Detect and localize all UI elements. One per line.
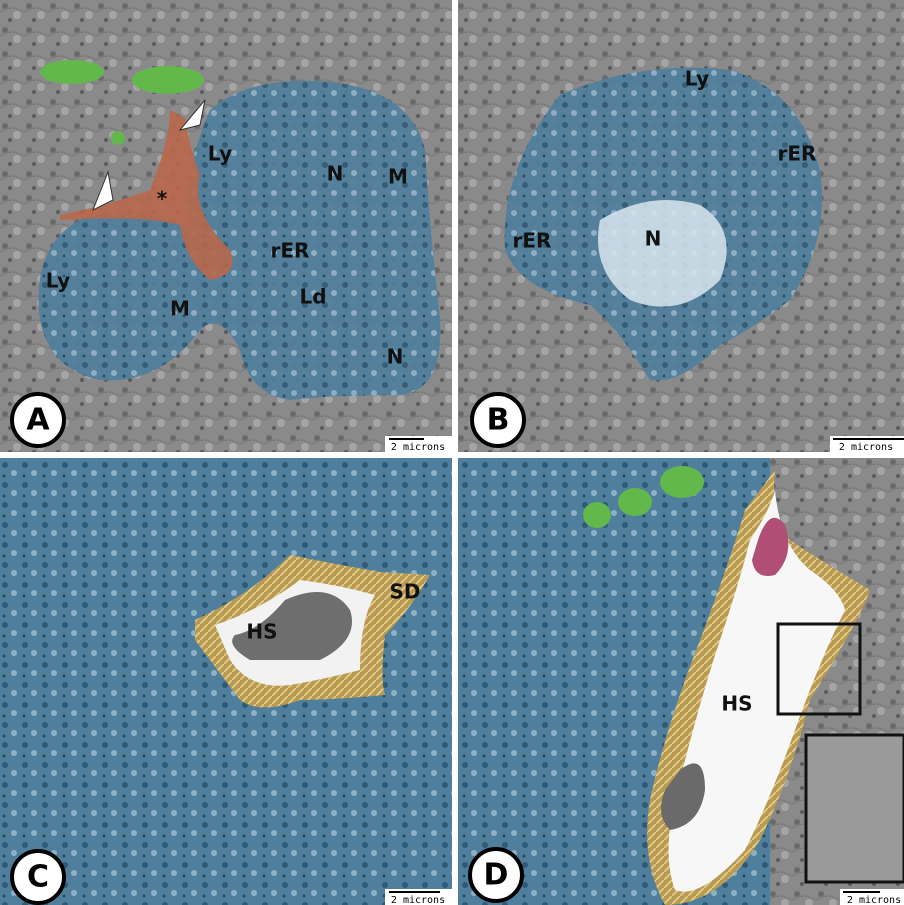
label: M: [170, 297, 190, 321]
label: HS: [246, 620, 277, 644]
label: *: [157, 187, 168, 211]
label: rER: [513, 229, 552, 253]
cell-green: [618, 488, 652, 516]
label: Ly: [208, 142, 232, 166]
label: N: [387, 345, 404, 369]
cell-green: [40, 60, 104, 84]
scale-text: 2 microns: [847, 895, 901, 905]
panel-letter: B: [487, 403, 510, 438]
figure: Ly N M * rER Ly M Ld N A 2 microns Ly rE…: [0, 0, 904, 905]
cell-green: [660, 466, 704, 498]
label: Ly: [46, 269, 70, 293]
scale-text: 2 microns: [839, 442, 893, 453]
label: N: [327, 162, 344, 186]
panel-a: Ly N M * rER Ly M Ld N A 2 microns: [0, 0, 452, 453]
cell-green: [111, 131, 125, 145]
label: Ly: [685, 67, 709, 91]
panel-letter: C: [27, 860, 49, 895]
label: rER: [271, 239, 310, 263]
panel-c: HS SD C 2 microns: [0, 458, 452, 905]
scale-text: 2 microns: [391, 442, 445, 453]
label: HS: [721, 692, 752, 716]
label: SD: [389, 580, 420, 604]
scale-text: 2 microns: [391, 895, 445, 905]
inset: [806, 735, 904, 882]
panel-d: HS D 2 microns: [458, 458, 904, 905]
panel-letter: A: [26, 403, 50, 438]
label: rER: [778, 142, 817, 166]
micrograph: [0, 458, 452, 905]
label: M: [388, 165, 408, 189]
cell-green: [132, 66, 204, 94]
panel-letter: D: [484, 858, 509, 893]
label: Ld: [299, 285, 326, 309]
cell-green: [583, 502, 611, 528]
label: N: [645, 227, 662, 251]
panel-b: Ly rER rER N B 2 microns: [458, 0, 904, 453]
